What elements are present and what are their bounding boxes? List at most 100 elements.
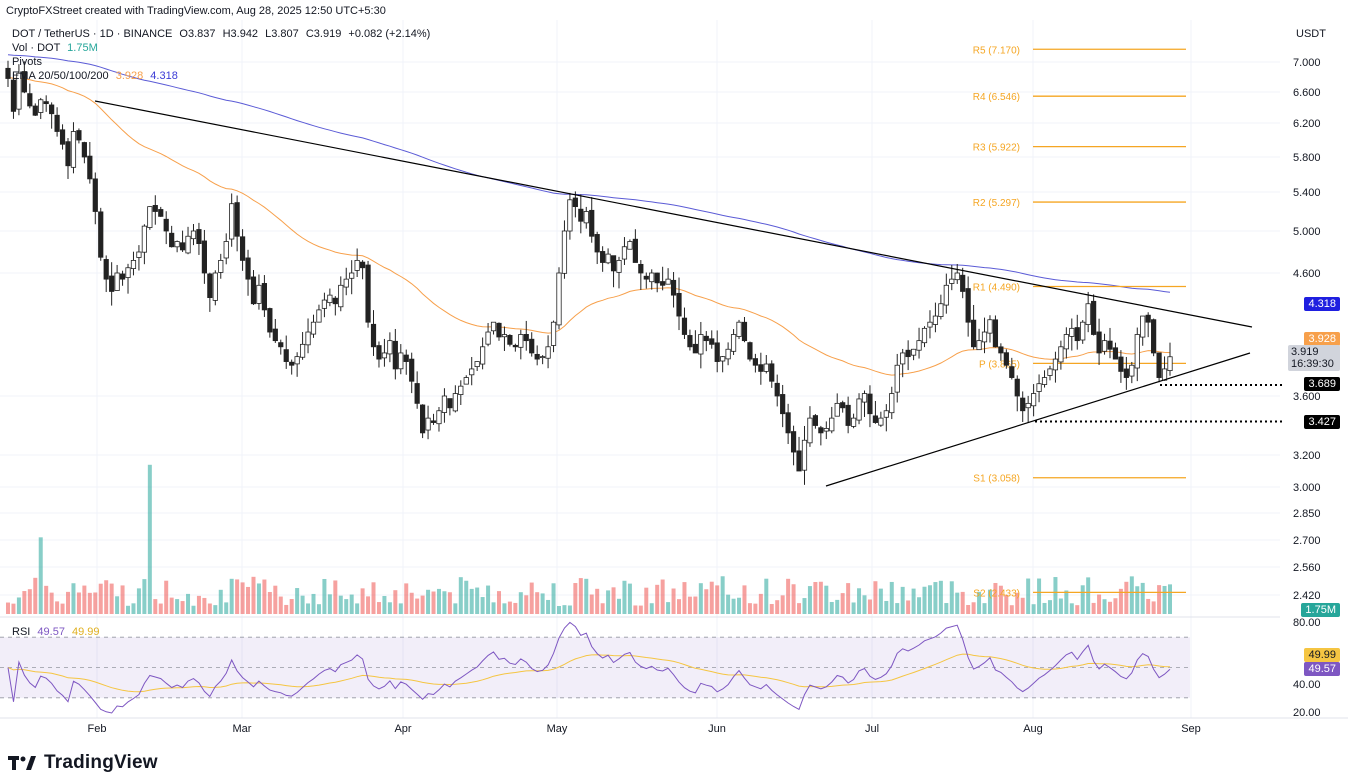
volume-bar: [6, 602, 10, 614]
candle-body: [349, 272, 355, 279]
candle-body: [518, 334, 524, 348]
volume-bar: [284, 604, 289, 614]
volume-bar: [98, 583, 103, 614]
volume-legend[interactable]: Vol · DOT 1.75M: [12, 42, 98, 54]
candle-body: [250, 276, 257, 305]
candle-body: [1003, 352, 1009, 366]
candle-body: [163, 218, 169, 232]
candle-body: [703, 335, 709, 342]
rsi-legend[interactable]: RSI 49.57 49.99: [12, 626, 100, 638]
descending-trendline: [94, 100, 1253, 328]
volume-bar: [1086, 577, 1091, 614]
volume-bar: [737, 597, 742, 614]
candle-body: [1096, 331, 1102, 354]
candle-body: [305, 331, 311, 346]
volume-bar: [600, 603, 605, 614]
candle-body: [507, 334, 513, 345]
branding-text: TradingView: [44, 752, 158, 773]
candle-body: [1134, 334, 1140, 369]
volume-bar: [611, 587, 616, 614]
volume-bar: [1102, 599, 1107, 614]
ema-50-line: [7, 76, 1171, 376]
volume-value: 1.75M: [67, 42, 98, 54]
volume-bar: [889, 581, 894, 614]
volume-bar: [529, 582, 534, 614]
candle-body: [927, 321, 933, 328]
candle-countdown: 16:39:30: [1291, 358, 1334, 370]
candle-body: [747, 342, 753, 360]
candle-body: [381, 352, 388, 359]
candle-body: [872, 415, 879, 423]
volume-bar: [344, 599, 349, 614]
candle-body: [147, 206, 153, 228]
candle-body: [485, 331, 491, 345]
volume-bar: [164, 580, 169, 614]
price-axis[interactable]: 7.000 6.600 6.200 5.800 5.400 5.000 4.600 3.600…: [1293, 57, 1321, 719]
volume-bar: [764, 578, 769, 614]
candle-body: [681, 317, 688, 335]
volume-bar: [627, 583, 632, 614]
price-tick-label: 2.700: [1293, 535, 1321, 547]
volume-bar: [578, 578, 583, 614]
rsi-ma-tag: 49.99: [1304, 648, 1340, 662]
candle-body: [916, 340, 922, 351]
volume-bar: [1151, 601, 1156, 614]
volume-bar: [393, 590, 398, 614]
candle-body: [938, 303, 944, 317]
volume-bar: [458, 577, 463, 614]
candle-body: [774, 382, 780, 397]
candle-body: [92, 178, 98, 212]
candle-body: [807, 417, 813, 444]
candle-body: [785, 412, 791, 434]
candle-body: [299, 343, 306, 358]
time-axis[interactable]: Feb Mar Apr May Jun Jul Aug Sep: [0, 717, 1348, 735]
time-tick-label: Aug: [1023, 723, 1043, 735]
candle-body: [900, 352, 906, 365]
candle-body: [976, 340, 982, 351]
candle-body: [354, 259, 360, 271]
candle-body: [790, 431, 797, 453]
candle-body: [1052, 358, 1059, 371]
volume-bar: [66, 591, 71, 614]
currency-label[interactable]: USDT: [1296, 28, 1326, 40]
candle-body: [1101, 340, 1108, 352]
volume-bar: [917, 597, 922, 614]
candle-body: [589, 209, 595, 237]
candle-body: [103, 259, 109, 280]
candle-body: [545, 346, 551, 359]
time-tick-label: Jul: [865, 723, 879, 735]
candle-body: [152, 205, 158, 212]
candle-body: [196, 229, 202, 245]
candle-body: [398, 352, 404, 370]
trendlines: [94, 100, 1282, 487]
candle-body: [1161, 368, 1168, 381]
pivot-label-r2: R2 (5.297): [973, 198, 1020, 209]
pivots-legend[interactable]: Pivots: [12, 56, 42, 68]
candle-body: [1156, 352, 1162, 378]
candle-body: [665, 278, 671, 285]
volume-bar: [126, 605, 131, 614]
candle-body: [1036, 383, 1042, 392]
volume-bar: [327, 594, 332, 614]
candle-body: [1123, 368, 1129, 378]
candle-body: [594, 234, 600, 253]
ema-legend[interactable]: EMA 20/50/100/200 3.928 4.318: [12, 70, 178, 82]
candle-body: [87, 155, 93, 180]
price-tick-label: 7.000: [1293, 57, 1321, 69]
rsi-value: 49.57: [37, 626, 65, 638]
volume-bar: [758, 593, 763, 614]
tradingview-logo[interactable]: TradingView: [8, 752, 158, 774]
volume-bar: [1026, 578, 1031, 614]
candle-body: [447, 398, 453, 409]
candle-body: [523, 333, 529, 342]
candle-body: [54, 114, 60, 132]
volume-bar: [82, 585, 87, 614]
volume-bar: [562, 605, 567, 614]
candle-body: [1047, 368, 1053, 376]
symbol-legend[interactable]: DOT / TetherUS · 1D · BINANCE O3.837 H3.…: [12, 28, 430, 40]
candle-body: [567, 199, 573, 232]
volume-bar: [938, 580, 943, 614]
last-price-tag: 3.919 16:39:30: [1288, 345, 1340, 371]
volume-bar: [115, 596, 120, 614]
